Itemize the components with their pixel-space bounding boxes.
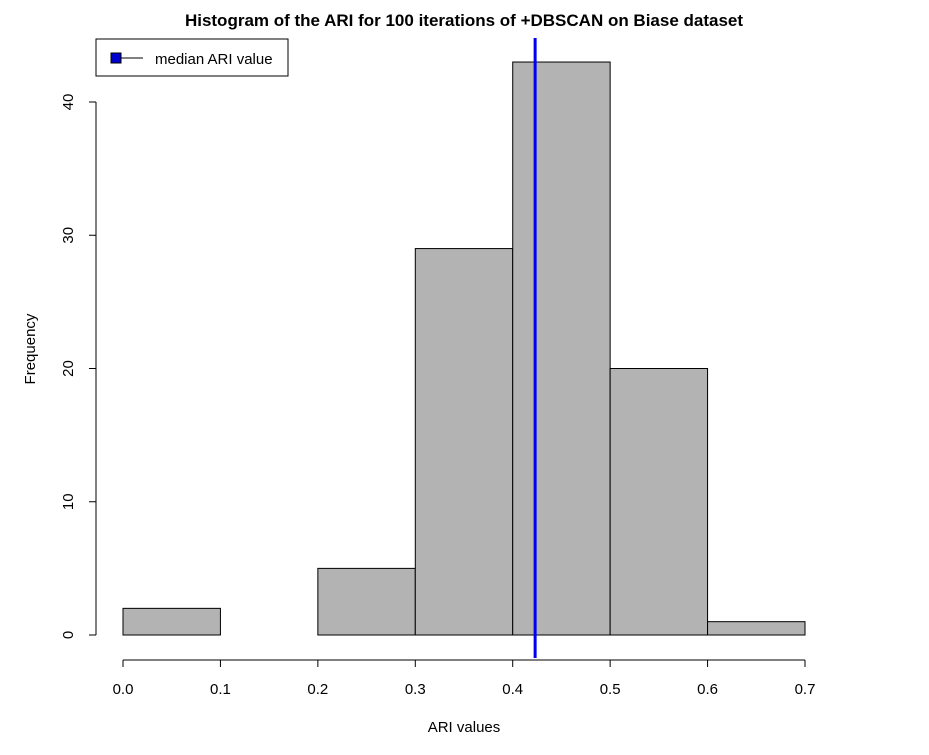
x-tick-label-7: 0.7 — [795, 681, 816, 698]
y-axis-label: Frequency — [22, 313, 39, 384]
y-tick-label-4: 40 — [60, 94, 77, 111]
histogram-bar-3 — [414, 248, 514, 636]
chart-title: Histogram of the ARI for 100 iterations … — [185, 11, 743, 30]
y-tick-label-0: 0 — [60, 631, 77, 639]
x-tick-label-1: 0.1 — [210, 681, 231, 698]
legend-marker — [110, 52, 122, 64]
y-tick-label-1: 10 — [60, 493, 77, 510]
legend-label: median ARI value — [155, 51, 273, 68]
y-axis: 0 10 20 30 40 — [60, 94, 97, 639]
bars-group — [122, 61, 806, 636]
legend: median ARI value — [95, 38, 289, 77]
histogram-bar-5 — [609, 368, 709, 636]
histogram-bar-6 — [707, 621, 806, 636]
x-tick-label-6: 0.6 — [697, 681, 718, 698]
x-tick-label-4: 0.4 — [502, 681, 523, 698]
x-tick-label-5: 0.5 — [600, 681, 621, 698]
y-tick-label-2: 20 — [60, 360, 77, 377]
x-tick-label-2: 0.2 — [307, 681, 328, 698]
histogram-bar-4 — [512, 61, 611, 636]
histogram-bar-0 — [122, 607, 221, 636]
x-tick-label-0: 0.0 — [113, 681, 134, 698]
x-axis-label: ARI values — [428, 719, 501, 736]
x-tick-label-3: 0.3 — [405, 681, 426, 698]
x-axis: 0.0 0.1 0.2 0.3 0.4 0.5 0.6 0.7 — [113, 659, 816, 698]
histogram-bar-2 — [317, 567, 416, 636]
y-tick-label-3: 30 — [60, 227, 77, 244]
